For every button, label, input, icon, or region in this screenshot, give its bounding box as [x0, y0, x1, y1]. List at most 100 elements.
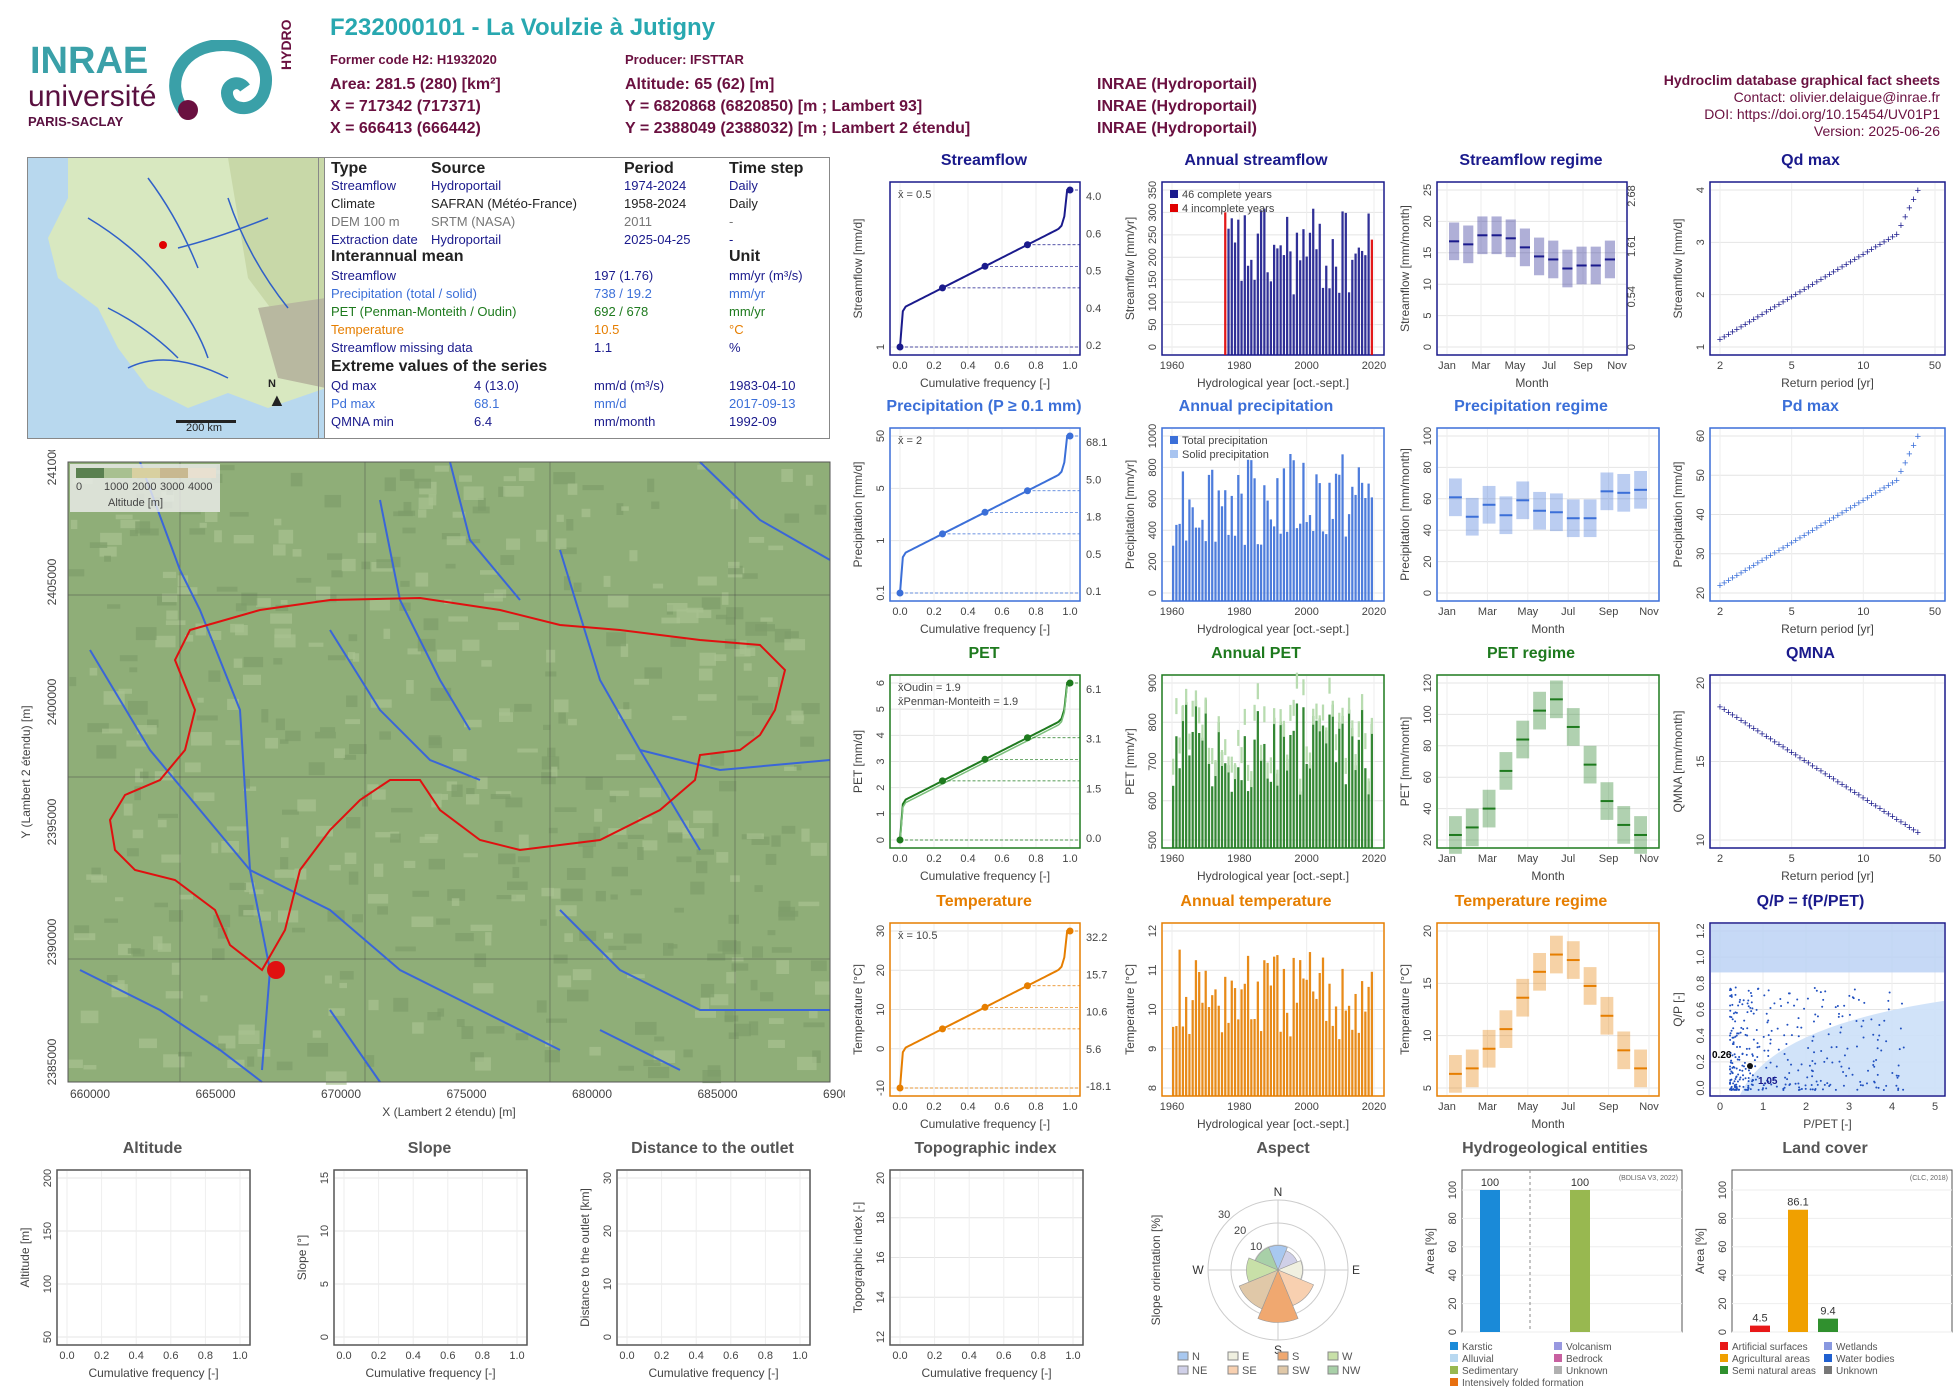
extreme-label: QMNA min	[331, 414, 394, 429]
altitude-y-tick: 150	[42, 1222, 54, 1240]
qp-x-tick: 4	[1889, 1101, 1895, 1113]
altitude: Altitude: 65 (62) [m]	[625, 76, 775, 93]
terrain-patch	[331, 570, 343, 578]
annual_precipitation-bar	[1367, 483, 1370, 601]
precipitation-right-label: 68.1	[1086, 437, 1107, 449]
annual_temperature-title: Annual temperature	[1180, 893, 1332, 910]
aspect-legend-swatch	[1327, 1365, 1339, 1375]
terrain-patch	[441, 533, 461, 540]
qp-y-tick: 0.0	[1695, 1080, 1707, 1095]
annual_pet-bar	[1367, 781, 1370, 848]
annual_streamflow-bar	[1289, 251, 1292, 355]
terrain-patch	[136, 725, 157, 735]
terrain-patch	[639, 787, 661, 798]
hydrogeo-bar	[1570, 1190, 1590, 1332]
annual_pet-bar-penman	[1354, 754, 1357, 771]
qp-point	[1815, 989, 1818, 992]
qp-point	[1730, 1087, 1733, 1090]
terrain-patch	[735, 731, 755, 737]
terrain-patch	[274, 518, 282, 526]
landcover-legend-label: Semi natural areas	[1732, 1366, 1816, 1377]
annual_precipitation-y-tick: 200	[1147, 552, 1159, 570]
terrain-patch	[618, 1065, 634, 1071]
annual_temperature-bar	[1178, 949, 1181, 1096]
qp-point	[1731, 1054, 1734, 1057]
annual_precipitation-x-tick: 1980	[1227, 606, 1251, 618]
qp-lower-zone	[1711, 1000, 1944, 1095]
river-line	[639, 749, 831, 772]
annual_temperature-bar	[1318, 973, 1321, 1096]
mean-unit: °C	[729, 322, 744, 337]
aspect-legend-label: N	[1192, 1351, 1200, 1363]
annual_precipitation-x-label: Hydrological year [oct.-sept.]	[1197, 622, 1349, 636]
terrain-patch	[402, 527, 416, 534]
annual_temperature-y-tick: 11	[1147, 965, 1159, 976]
precipitation-x-tick: 0.0	[892, 606, 907, 618]
landcover-y-tick: 40	[1717, 1269, 1729, 1281]
legend-tick: 3000	[160, 481, 184, 493]
landcover-bar	[1818, 1318, 1838, 1332]
pd_max-point: +	[1906, 449, 1912, 461]
qp-title: Q/P = f(P/PET)	[1756, 893, 1865, 910]
altitude-x-tick: 0.0	[59, 1350, 74, 1362]
annual_pet-bar	[1233, 764, 1237, 848]
temperature-x-tick: 0.4	[960, 1101, 975, 1113]
qp-point	[1876, 1038, 1879, 1041]
annual_precipitation-bar	[1198, 527, 1201, 601]
qp-point	[1734, 986, 1737, 989]
terrain-patch	[661, 617, 680, 624]
terrain-patch	[273, 658, 283, 665]
qp-point	[1848, 1013, 1851, 1016]
terrain-patch	[279, 739, 289, 744]
qp-point	[1861, 1084, 1864, 1087]
pet-mean-label-2: x̄Penman-Monteith = 1.9	[898, 696, 1018, 708]
qp-point	[1762, 1084, 1765, 1087]
terrain-patch	[548, 827, 558, 834]
annual_streamflow-x-tick: 2000	[1294, 360, 1318, 372]
info-row-s: SRTM (NASA)	[431, 214, 516, 229]
terrain-patch	[814, 504, 827, 515]
terrain-patch	[506, 881, 528, 891]
aspect-direction-label: N	[1274, 1185, 1283, 1199]
qp-point	[1853, 988, 1856, 991]
annual_precipitation-bar	[1256, 544, 1259, 601]
topo-y-tick: 14	[875, 1291, 887, 1303]
annual_pet-bar-penman	[1227, 756, 1230, 773]
qp-point	[1737, 1032, 1740, 1035]
terrain-patch	[514, 703, 532, 712]
qp-point	[1734, 1035, 1737, 1038]
extreme-date: 2017-09-13	[729, 396, 796, 411]
terrain-patch	[652, 583, 664, 589]
qp-point	[1741, 1064, 1744, 1067]
terrain-patch	[346, 695, 358, 708]
annual_streamflow-bar	[1334, 266, 1338, 355]
pet-y-tick: 1	[875, 811, 887, 817]
terrain-patch	[339, 971, 354, 980]
qp-point	[1837, 1015, 1840, 1018]
terrain-patch	[694, 1010, 716, 1018]
terrain-patch	[214, 530, 222, 543]
pd_max-point: +	[1877, 485, 1883, 497]
streamflow_regime-y-tick: 25	[1422, 184, 1434, 196]
aspect-legend-label: SE	[1242, 1365, 1257, 1377]
pet_regime-y-tick: 40	[1422, 802, 1434, 814]
qp-median-q-label: 0.26	[1712, 1050, 1732, 1061]
terrain-patch	[68, 569, 85, 577]
terrain-patch	[243, 910, 261, 916]
terrain-patch	[414, 478, 432, 489]
precipitation-x-tick: 0.6	[994, 606, 1009, 618]
qp-point	[1843, 1004, 1846, 1007]
annual_precipitation-x-tick: 2020	[1362, 606, 1386, 618]
temperature-right-label: 5.6	[1086, 1044, 1101, 1056]
terrain-patch	[739, 640, 747, 654]
pd_max-title: Pd max	[1782, 398, 1839, 415]
terrain-patch	[166, 610, 178, 620]
annual_streamflow-panel: Annual streamflow 0 50 100 150 200 250 300 350 19…	[1120, 152, 1392, 395]
qp-point	[1738, 1000, 1741, 1003]
inrae-logo-text: INRAE	[30, 40, 149, 82]
qp-point	[1797, 1082, 1800, 1085]
qp-frame	[1709, 922, 1946, 1097]
annual_precipitation-y-tick: 800	[1147, 458, 1159, 476]
annual_pet-bar-penman	[1351, 720, 1354, 737]
